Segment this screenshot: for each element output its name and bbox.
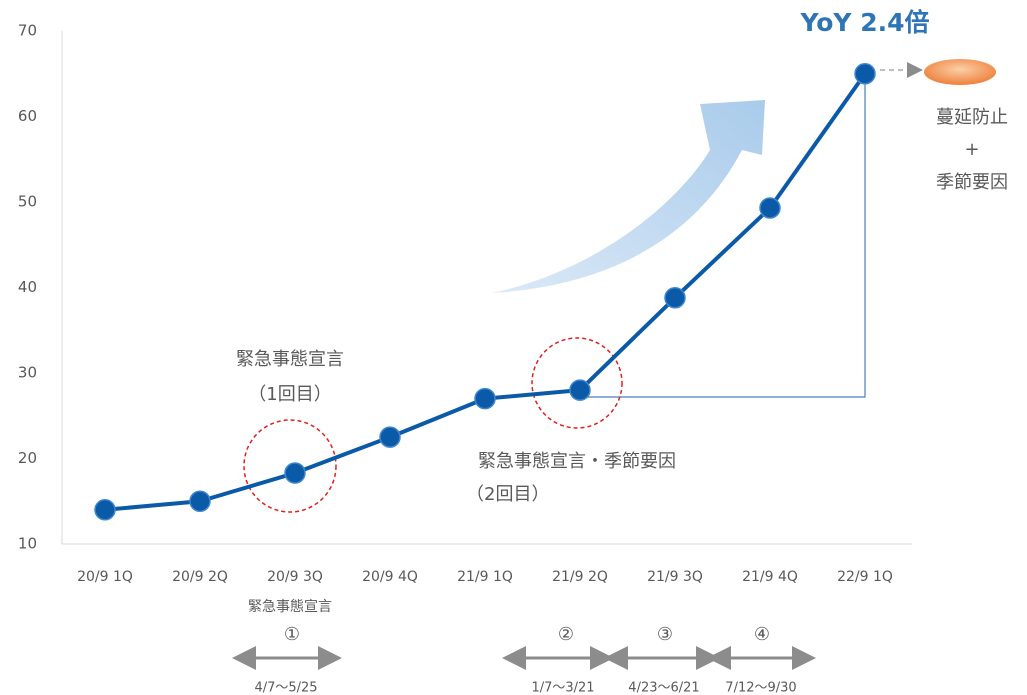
x-tick-label: 20/9 2Q (172, 569, 228, 585)
data-point (379, 426, 401, 448)
bracket (580, 73, 866, 398)
annotation: （2回目） (466, 484, 549, 505)
highlight-circle (243, 419, 337, 513)
annotation: ① (284, 624, 300, 645)
annotation: 緊急事態宣言 (248, 599, 332, 615)
annotation: 季節要因 (936, 172, 1008, 193)
annotation: ④ (754, 624, 770, 645)
y-tick-label: 50 (18, 193, 37, 211)
data-point (284, 462, 306, 484)
x-tick-label: 20/9 4Q (362, 569, 418, 585)
data-point (189, 490, 211, 512)
y-tick-label: 70 (18, 22, 37, 40)
x-tick-label: 21/9 2Q (552, 569, 608, 585)
data-point (664, 287, 686, 309)
y-tick-label: 10 (18, 535, 37, 553)
data-point (854, 63, 876, 85)
x-tick-label: 20/9 1Q (77, 569, 133, 585)
annotation: 1/7〜3/21 (531, 681, 594, 695)
annotation: + (964, 139, 979, 160)
x-tick-label: 22/9 1Q (837, 569, 893, 585)
annotation: 4/23〜6/21 (628, 681, 699, 695)
data-point (474, 387, 496, 410)
annotation: 緊急事態宣言 (236, 349, 344, 370)
data-point (759, 197, 781, 219)
annotation: 蔓延防止 (936, 107, 1008, 128)
y-tick-label: 30 (18, 364, 37, 382)
y-tick-label: 60 (18, 107, 37, 125)
annotation: ③ (657, 624, 673, 645)
data-point (94, 499, 116, 521)
x-tick-label: 21/9 1Q (457, 569, 513, 585)
highlight-oval (924, 59, 996, 85)
annotation: ② (558, 624, 574, 645)
annotation: YoY 2.4倍 (799, 8, 929, 37)
x-tick-label: 20/9 3Q (267, 569, 323, 585)
y-tick-label: 20 (18, 449, 37, 467)
annotation: 緊急事態宣言・季節要因 (478, 451, 676, 472)
annotation: （1回目） (248, 384, 331, 405)
annotation: 7/12〜9/30 (725, 681, 796, 695)
highlight-circle (531, 337, 623, 429)
x-tick-label: 21/9 3Q (647, 569, 703, 585)
y-tick-label: 40 (18, 278, 37, 296)
annotation: 4/7〜5/25 (254, 681, 317, 695)
growth-arrow (492, 100, 765, 293)
data-point (569, 379, 591, 401)
x-tick-label: 21/9 4Q (742, 569, 798, 585)
